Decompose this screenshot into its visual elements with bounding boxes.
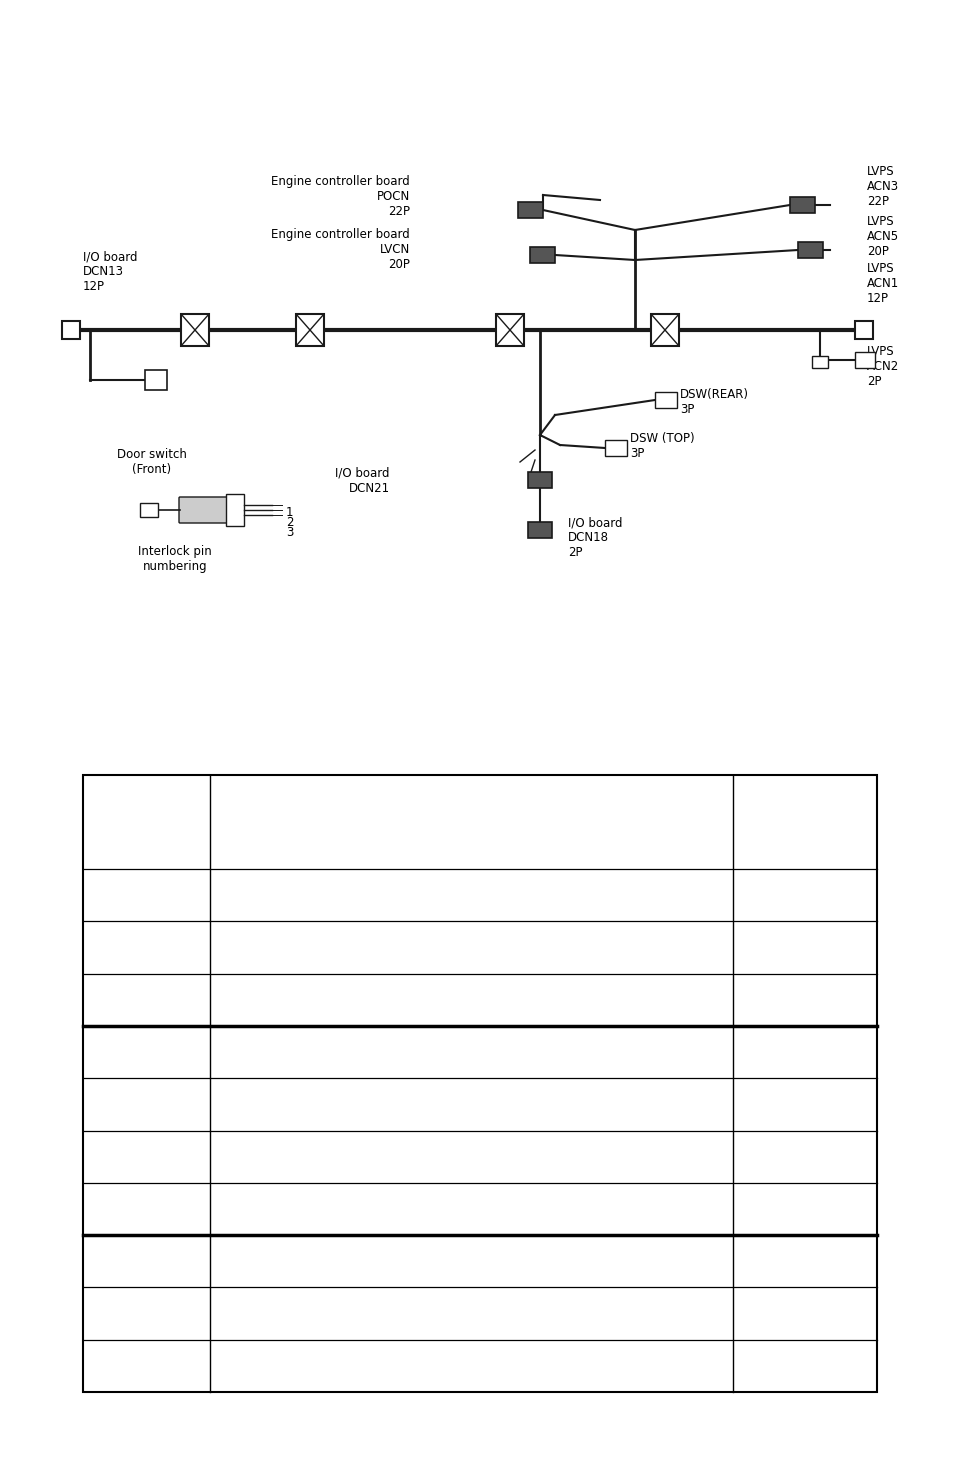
Bar: [811, 355, 827, 367]
Text: Engine controller board
LVCN
20P: Engine controller board LVCN 20P: [271, 229, 410, 271]
Text: Door switch
(Front): Door switch (Front): [117, 448, 187, 476]
Bar: [854, 322, 872, 339]
Text: I/O board
DCN13
12P: I/O board DCN13 12P: [83, 249, 137, 294]
Bar: [496, 314, 523, 347]
Text: LVPS
ACN1
12P: LVPS ACN1 12P: [866, 263, 899, 305]
Bar: [140, 503, 158, 518]
Bar: [650, 314, 679, 347]
Bar: [789, 198, 814, 212]
Bar: [527, 472, 552, 488]
Text: LVPS
ACN3
22P: LVPS ACN3 22P: [866, 165, 898, 208]
Bar: [181, 314, 209, 347]
Bar: [530, 246, 555, 263]
Text: 2: 2: [286, 516, 294, 530]
Bar: [145, 370, 167, 389]
Text: 1: 1: [286, 506, 294, 519]
Bar: [62, 322, 80, 339]
Text: Engine controller board
POCN
22P: Engine controller board POCN 22P: [271, 176, 410, 218]
FancyBboxPatch shape: [179, 497, 235, 524]
Text: 3: 3: [286, 527, 294, 538]
Bar: [517, 202, 542, 218]
Text: Interlock pin
numbering: Interlock pin numbering: [138, 544, 212, 572]
Text: LVPS
ACN5
20P: LVPS ACN5 20P: [866, 215, 898, 258]
Bar: [527, 522, 552, 538]
Bar: [797, 242, 822, 258]
Bar: [226, 494, 244, 527]
Text: LVPS
ACN2
2P: LVPS ACN2 2P: [866, 345, 899, 388]
Bar: [83, 774, 876, 1392]
Text: I/O board
DCN18
2P: I/O board DCN18 2P: [567, 516, 622, 559]
Text: DSW(REAR)
3P: DSW(REAR) 3P: [679, 388, 748, 416]
Bar: [854, 353, 874, 367]
Bar: [655, 392, 677, 409]
Text: DSW (TOP)
3P: DSW (TOP) 3P: [629, 432, 694, 460]
Text: I/O board
DCN21: I/O board DCN21: [335, 468, 390, 496]
Bar: [295, 314, 324, 347]
Bar: [604, 440, 626, 456]
